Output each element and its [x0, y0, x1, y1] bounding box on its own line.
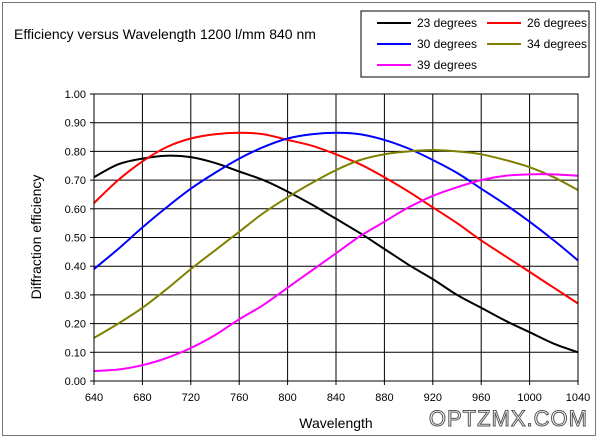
- watermark-text: OPTZMX.COM: [429, 406, 588, 431]
- chart-title: Efficiency versus Wavelength 1200 l/mm 8…: [14, 26, 316, 42]
- x-axis-title: Wavelength: [299, 415, 372, 431]
- x-tick-labels: 640 680 720 760 800 840 880 920 960 1000 1040: [85, 381, 590, 404]
- x-tick-label-9: 1000: [517, 392, 541, 404]
- x-tick-label-5: 840: [327, 392, 345, 404]
- x-tick-label-10: 1040: [566, 392, 590, 404]
- x-tick-label-3: 760: [230, 392, 248, 404]
- y-tick-label-0: 0.00: [65, 376, 86, 388]
- legend-label-3: 34 degrees: [527, 37, 587, 51]
- series-lines: [93, 131, 579, 372]
- series-line-3: [93, 148, 579, 339]
- x-tick-label-1: 680: [133, 392, 151, 404]
- plot-border: [93, 93, 579, 382]
- x-tick-label-2: 720: [182, 392, 200, 404]
- x-tick-label-4: 800: [278, 392, 296, 404]
- y-tick-label-7: 0.70: [65, 175, 86, 187]
- series-line-0: [93, 154, 579, 354]
- chart-frame: Efficiency versus Wavelength 1200 l/mm 8…: [2, 2, 596, 436]
- legend-label-2: 30 degrees: [417, 37, 477, 51]
- y-tick-label-1: 0.10: [65, 347, 86, 359]
- x-tick-label-7: 920: [424, 392, 442, 404]
- y-tick-label-4: 0.40: [65, 261, 86, 273]
- efficiency-chart: Efficiency versus Wavelength 1200 l/mm 8…: [14, 10, 590, 432]
- y-tick-label-5: 0.50: [65, 233, 86, 245]
- series-line-1: [93, 131, 579, 305]
- y-tick-labels: 0.00 0.10 0.20 0.30 0.40 0.50 0.60 0.70 0.80 0.90…: [65, 89, 94, 388]
- y-tick-label-8: 0.80: [65, 146, 86, 158]
- y-tick-label-6: 0.60: [65, 204, 86, 216]
- x-tick-label-6: 880: [375, 392, 393, 404]
- y-tick-label-2: 0.20: [65, 319, 86, 331]
- legend-label-1: 26 degrees: [527, 16, 587, 30]
- legend-label-0: 23 degrees: [417, 16, 477, 30]
- series-line-4: [93, 173, 579, 372]
- x-tick-label-0: 640: [85, 392, 103, 404]
- y-tick-label-9: 0.90: [65, 118, 86, 130]
- y-tick-label-10: 1.00: [65, 89, 86, 101]
- legend-label-4: 39 degrees: [417, 58, 477, 72]
- series-line-2: [93, 131, 579, 270]
- y-tick-label-3: 0.30: [65, 290, 86, 302]
- y-axis-title: Diffraction efficiency: [28, 175, 44, 300]
- x-tick-label-8: 960: [472, 392, 490, 404]
- legend: 23 degrees 26 degrees 30 degrees 34 degrees…: [360, 10, 590, 78]
